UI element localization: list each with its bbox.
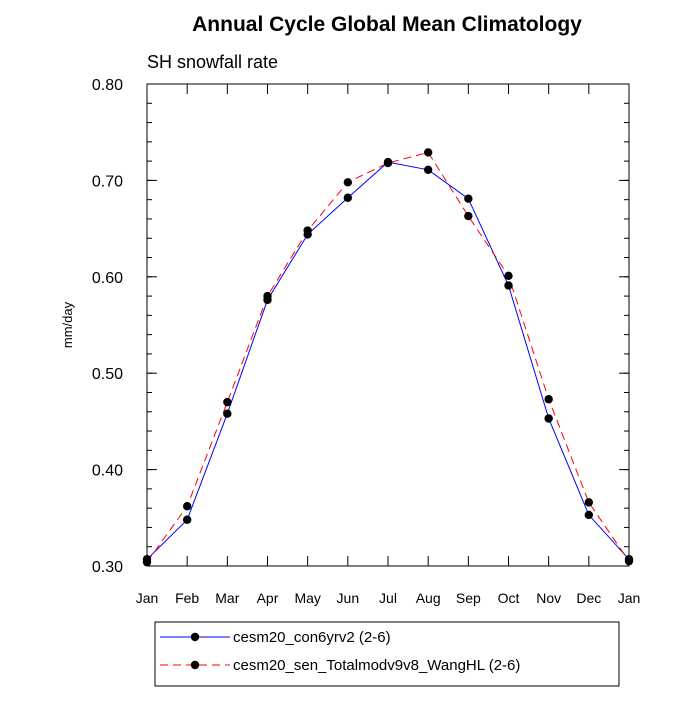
x-tick-label: Aug: [416, 590, 441, 606]
x-tick-label: Jun: [337, 590, 360, 606]
data-point: [142, 557, 152, 567]
data-point: [544, 414, 553, 423]
axis-ticks: [146, 83, 630, 567]
y-tick-label: 0.70: [92, 173, 123, 190]
legend-marker-2: [190, 660, 200, 670]
series-lines: [146, 151, 630, 563]
tick-labels: Jan Feb Mar Apr May Jun Jul Aug Sep Oct Nov Dec Jan 0…: [92, 77, 640, 606]
series-line-2: [146, 151, 630, 563]
y-tick-label: 0.40: [92, 463, 123, 480]
legend-entries: cesm20_con6yrv2 (2-6) cesm20_sen_Totalmod…: [160, 629, 520, 674]
data-point: [223, 397, 232, 407]
data-point: [343, 193, 353, 202]
x-tick-label: Jan: [618, 590, 641, 606]
x-tick-label: Oct: [498, 590, 520, 606]
x-tick-label: Jan: [136, 590, 159, 606]
data-point: [504, 271, 513, 281]
x-tick-label: Nov: [536, 590, 561, 606]
y-tick-label: 0.50: [92, 366, 123, 383]
chart-subtitle: SH snowfall rate: [147, 52, 278, 72]
data-point: [263, 291, 272, 301]
series-markers: [142, 148, 634, 567]
data-point: [624, 556, 634, 566]
data-point: [303, 226, 312, 235]
data-point: [423, 165, 433, 174]
x-tick-label: Mar: [215, 590, 239, 606]
data-point: [584, 498, 594, 507]
x-tick-label: Apr: [257, 590, 279, 606]
y-tick-label: 0.60: [92, 270, 123, 287]
x-tick-label: Jul: [379, 590, 397, 606]
data-point: [182, 502, 192, 511]
y-tick-label: 0.80: [92, 77, 123, 94]
data-point: [584, 510, 594, 520]
y-tick-label: 0.30: [92, 559, 123, 576]
chart-title: Annual Cycle Global Mean Climatology: [192, 13, 582, 36]
legend-label-1: cesm20_con6yrv2 (2-6): [233, 629, 391, 646]
legend-label-2: cesm20_sen_Totalmodv9v8_WangHL (2-6): [233, 657, 520, 674]
data-point: [223, 409, 232, 418]
plot-frame: [146, 83, 630, 567]
data-point: [464, 211, 473, 221]
data-point: [182, 515, 192, 524]
data-point: [504, 281, 513, 290]
data-point: [544, 395, 553, 404]
x-tick-label: Sep: [456, 590, 481, 606]
x-tick-label: May: [294, 590, 320, 606]
data-point: [464, 194, 473, 203]
series-line-1: [146, 161, 630, 560]
legend: [154, 621, 620, 687]
y-axis-title: mm/day: [60, 301, 75, 348]
data-point: [423, 148, 433, 157]
x-tick-label: Dec: [576, 590, 601, 606]
data-point: [343, 178, 353, 187]
x-tick-label: Feb: [175, 590, 199, 606]
legend-marker-1: [190, 632, 200, 642]
data-point: [383, 158, 393, 168]
